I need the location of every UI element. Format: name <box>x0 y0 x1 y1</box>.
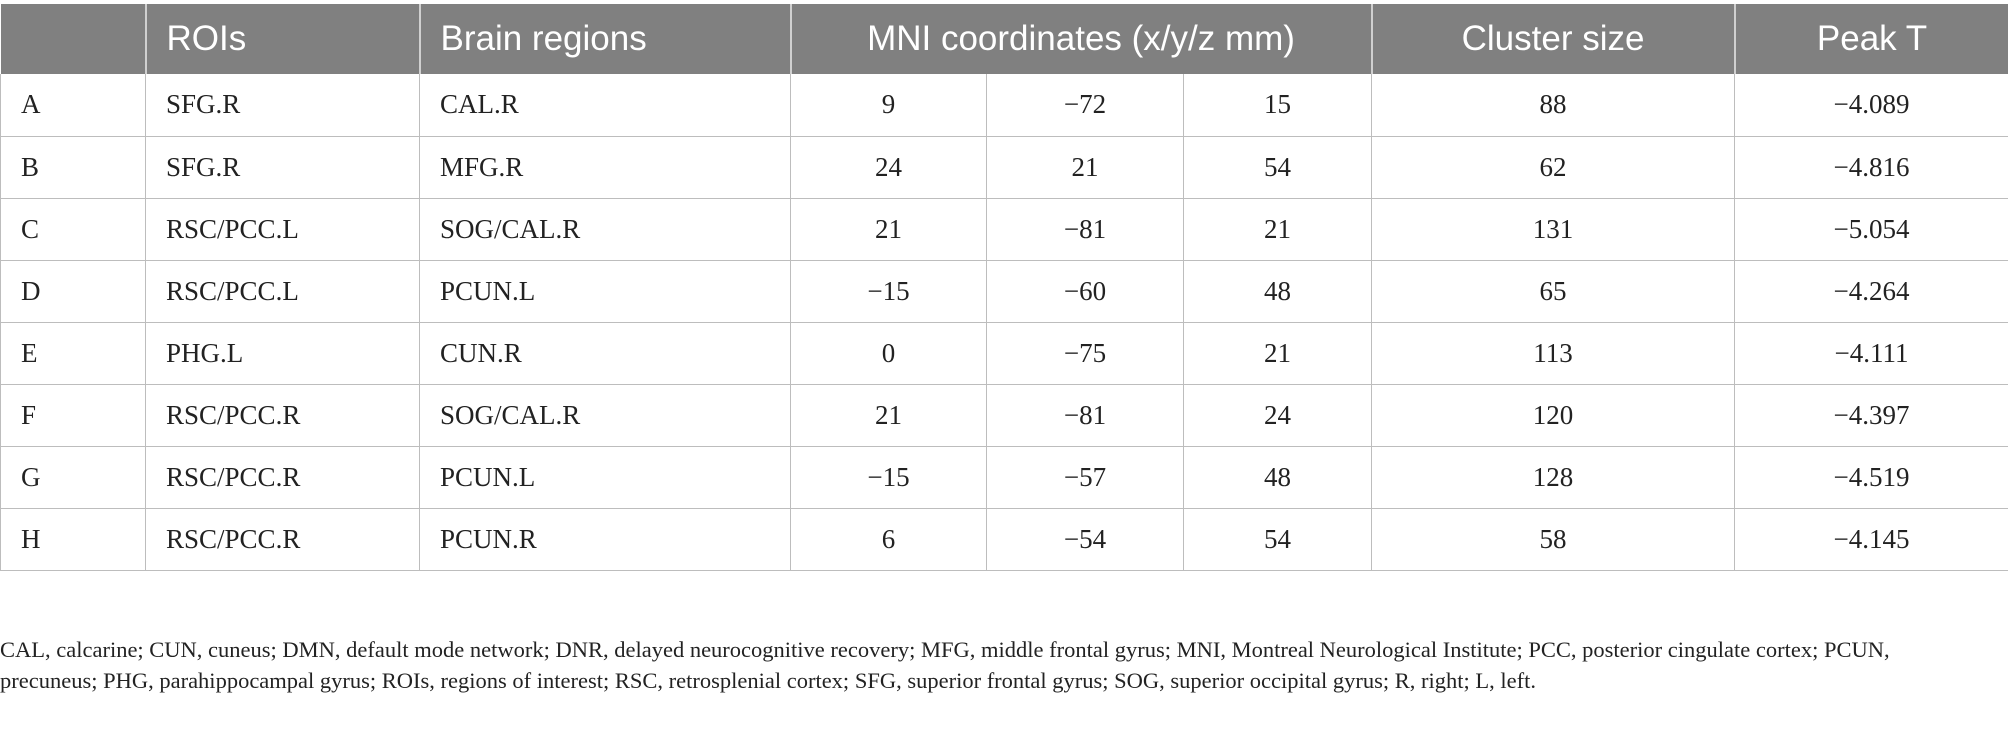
table-row: F RSC/PCC.R SOG/CAL.R 21 −81 24 120 −4.397 <box>0 384 2008 447</box>
table-header: ROIs Brain regions MNI coordinates (x/y/… <box>0 4 2008 74</box>
cell-peak-t: −4.111 <box>1734 322 2008 385</box>
cell-cluster-size: 88 <box>1371 74 1736 137</box>
cell-peak-t: −4.264 <box>1734 260 2008 323</box>
cell-mni-x: 21 <box>790 384 987 447</box>
cell-mni-x: −15 <box>790 260 987 323</box>
cell-roi: SFG.R <box>145 74 420 137</box>
cell-mni-z: 15 <box>1183 74 1373 137</box>
cell-mni-y: −81 <box>986 198 1184 261</box>
cell-label: C <box>0 198 146 261</box>
cell-mni-x: 21 <box>790 198 987 261</box>
cell-mni-x: 6 <box>790 508 987 571</box>
cell-roi: RSC/PCC.L <box>145 260 420 323</box>
table-row: G RSC/PCC.R PCUN.L −15 −57 48 128 −4.519 <box>0 446 2008 509</box>
cell-brain-region: CAL.R <box>419 74 791 137</box>
cell-mni-y: −60 <box>986 260 1184 323</box>
header-cluster-size: Cluster size <box>1371 4 1736 74</box>
cell-label: D <box>0 260 146 323</box>
cell-peak-t: −4.145 <box>1734 508 2008 571</box>
cell-peak-t: −4.089 <box>1734 74 2008 137</box>
header-brain-regions: Brain regions <box>419 4 792 74</box>
cell-mni-y: −72 <box>986 74 1184 137</box>
cell-cluster-size: 58 <box>1371 508 1736 571</box>
cell-brain-region: CUN.R <box>419 322 791 385</box>
cell-peak-t: −4.397 <box>1734 384 2008 447</box>
cell-cluster-size: 65 <box>1371 260 1736 323</box>
cell-mni-z: 54 <box>1183 136 1373 199</box>
cell-cluster-size: 128 <box>1371 446 1736 509</box>
cell-cluster-size: 62 <box>1371 136 1736 199</box>
cell-mni-y: −81 <box>986 384 1184 447</box>
header-mni-coordinates: MNI coordinates (x/y/z mm) <box>790 4 1373 74</box>
cell-mni-y: 21 <box>986 136 1184 199</box>
cell-roi: SFG.R <box>145 136 420 199</box>
cell-label: F <box>0 384 146 447</box>
cell-label: E <box>0 322 146 385</box>
cell-peak-t: −5.054 <box>1734 198 2008 261</box>
header-row: ROIs Brain regions MNI coordinates (x/y/… <box>0 4 2008 74</box>
cell-mni-y: −57 <box>986 446 1184 509</box>
table-row: D RSC/PCC.L PCUN.L −15 −60 48 65 −4.264 <box>0 260 2008 323</box>
cell-label: B <box>0 136 146 199</box>
cell-mni-z: 54 <box>1183 508 1373 571</box>
table-row: C RSC/PCC.L SOG/CAL.R 21 −81 21 131 −5.054 <box>0 198 2008 261</box>
cell-peak-t: −4.519 <box>1734 446 2008 509</box>
cell-mni-z: 24 <box>1183 384 1373 447</box>
cell-mni-x: 0 <box>790 322 987 385</box>
results-table: ROIs Brain regions MNI coordinates (x/y/… <box>0 4 2008 571</box>
cell-brain-region: SOG/CAL.R <box>419 198 791 261</box>
cell-mni-z: 48 <box>1183 260 1373 323</box>
cell-mni-y: −75 <box>986 322 1184 385</box>
cell-brain-region: PCUN.R <box>419 508 791 571</box>
cell-label: A <box>0 74 146 137</box>
results-table-container: ROIs Brain regions MNI coordinates (x/y/… <box>0 4 2008 571</box>
cell-cluster-size: 113 <box>1371 322 1736 385</box>
cell-mni-y: −54 <box>986 508 1184 571</box>
cell-cluster-size: 131 <box>1371 198 1736 261</box>
cell-brain-region: PCUN.L <box>419 260 791 323</box>
table-row: E PHG.L CUN.R 0 −75 21 113 −4.111 <box>0 322 2008 385</box>
table-row: B SFG.R MFG.R 24 21 54 62 −4.816 <box>0 136 2008 199</box>
cell-label: G <box>0 446 146 509</box>
cell-mni-x: 24 <box>790 136 987 199</box>
cell-mni-z: 21 <box>1183 322 1373 385</box>
header-peak-t: Peak T <box>1734 4 2008 74</box>
cell-mni-z: 21 <box>1183 198 1373 261</box>
table-footnote: CAL, calcarine; CUN, cuneus; DMN, defaul… <box>0 637 1890 693</box>
table-row: A SFG.R CAL.R 9 −72 15 88 −4.089 <box>0 74 2008 137</box>
cell-mni-z: 48 <box>1183 446 1373 509</box>
cell-peak-t: −4.816 <box>1734 136 2008 199</box>
cell-label: H <box>0 508 146 571</box>
cell-brain-region: PCUN.L <box>419 446 791 509</box>
header-label <box>0 4 147 74</box>
cell-mni-x: 9 <box>790 74 987 137</box>
table-row: H RSC/PCC.R PCUN.R 6 −54 54 58 −4.145 <box>0 508 2008 571</box>
cell-roi: RSC/PCC.R <box>145 508 420 571</box>
cell-cluster-size: 120 <box>1371 384 1736 447</box>
cell-mni-x: −15 <box>790 446 987 509</box>
cell-roi: RSC/PCC.R <box>145 384 420 447</box>
cell-brain-region: MFG.R <box>419 136 791 199</box>
cell-roi: RSC/PCC.R <box>145 446 420 509</box>
header-rois: ROIs <box>145 4 421 74</box>
table-body: A SFG.R CAL.R 9 −72 15 88 −4.089 B SFG.R MFG.R 24 21… <box>0 74 2008 571</box>
cell-roi: RSC/PCC.L <box>145 198 420 261</box>
cell-brain-region: SOG/CAL.R <box>419 384 791 447</box>
cell-roi: PHG.L <box>145 322 420 385</box>
